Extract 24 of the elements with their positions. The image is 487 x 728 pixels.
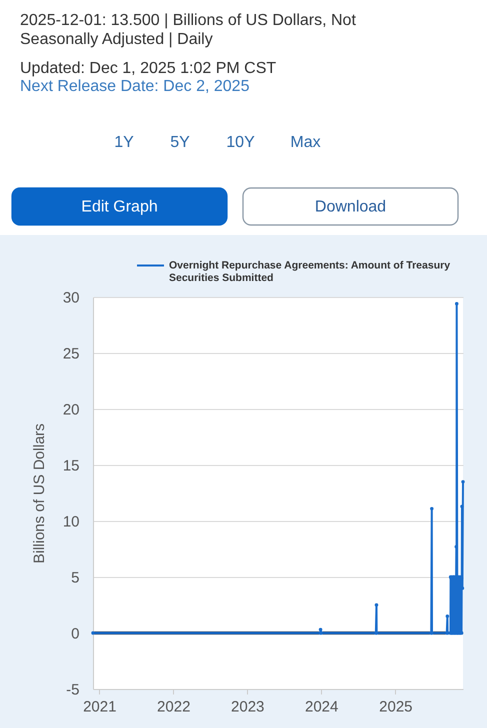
y-tick-label: 10 (62, 514, 80, 530)
y-tick-label: -5 (66, 682, 80, 698)
text: Download (314, 198, 386, 216)
text: Next Release Date: Dec 2, 2025 (20, 78, 250, 95)
x-tick-label: 2025 (379, 698, 413, 716)
y-tick-label: 0 (71, 626, 80, 642)
x-tick-label: 2021 (83, 698, 116, 716)
text: 5Y (170, 134, 190, 151)
chart-subtitle: Updated: Dec 1, 2025 1:02 PM CST (20, 60, 276, 77)
y-tick-label: 5 (71, 570, 80, 586)
text: Edit Graph (81, 198, 158, 216)
x-tick-label: 2022 (157, 698, 190, 716)
x-tick-label: 2023 (231, 698, 264, 716)
text: Max (290, 134, 321, 151)
y-tick-label: 25 (62, 346, 80, 362)
y-tick-label: 15 (62, 458, 80, 474)
y-axis-title: Billions of US Dollars (30, 423, 48, 564)
x-tick-label: 2024 (304, 698, 338, 716)
legend-label: Overnight Repurchase Agreements: Amount of Treasury Securities Submitted (169, 260, 450, 284)
chart-title: 2025-12-01: 13.500 | Billions of US Dollars, Not Seasonally Adjusted | Daily (20, 12, 356, 48)
text: 10Y (226, 134, 256, 151)
text: 1Y (114, 134, 134, 151)
y-tick-label: 30 (62, 290, 80, 306)
y-tick-label: 20 (62, 402, 80, 418)
